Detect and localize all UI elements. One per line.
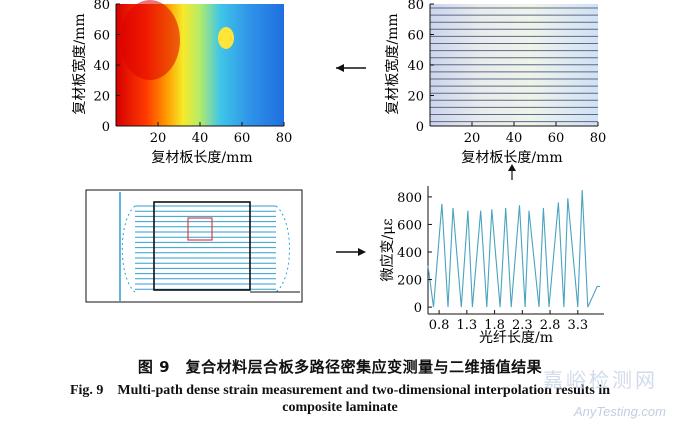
- y-tick-label: 0: [102, 120, 110, 135]
- y-tick-label: 0: [416, 120, 424, 135]
- strain-x-tick-label: 1.8: [484, 318, 505, 333]
- heatmap-y-ticks: 80 60 40 20 0: [93, 0, 120, 135]
- y-tick-label: 20: [93, 90, 110, 105]
- caption-english-line1: Fig. 9 Multi-path dense strain measureme…: [69, 383, 611, 398]
- strain-xlabel: 光纤长度/m: [479, 330, 553, 346]
- strain-x-tick-label: 2.8: [540, 318, 561, 333]
- heatmap-ylabel: 复材板宽度/mm: [71, 13, 88, 114]
- arrow-up: [508, 164, 516, 180]
- strain-x-tick-label: 2.3: [512, 318, 533, 333]
- y-tick-label: 80: [407, 0, 424, 13]
- heatmap-xlabel: 复材板长度/mm: [151, 149, 252, 166]
- lines-rows: [430, 7, 598, 123]
- caption-chinese: 图 9 复合材料层合板多路径密集应变测量与二维插值结果: [137, 358, 543, 376]
- x-tick-label: 60: [234, 131, 251, 146]
- strain-y-tick-label: 400: [397, 246, 422, 261]
- lines-panel: 20 40 60 80 80 60 40 20 0 复材板长度/mm 复材板宽度/mm: [384, 0, 606, 166]
- x-tick-label: 40: [506, 131, 523, 146]
- region-box: [187, 217, 213, 241]
- watermark-cn: 嘉峪检测网: [543, 370, 658, 392]
- arrow-left: [336, 64, 366, 72]
- fiber-schematic: [85, 189, 303, 303]
- x-tick-label: 80: [276, 131, 293, 146]
- x-tick-label: 20: [464, 131, 481, 146]
- heatmap-panel: 20 40 60 80 80 60 40 20 0 复材板长度/mm 复材板宽度/mm: [71, 0, 292, 166]
- strain-y-tick-label: 200: [397, 274, 422, 289]
- strain-y-tick-label: 800: [397, 191, 422, 206]
- caption-english-line2: composite laminate: [282, 400, 398, 415]
- strain-x-tick-label: 0.8: [429, 318, 450, 333]
- lines-x-ticks: 20 40 60 80: [464, 122, 607, 146]
- arrow-right: [336, 248, 366, 256]
- heatmap-x-ticks: 20 40 60 80: [150, 122, 293, 146]
- y-tick-label: 20: [407, 90, 424, 105]
- laminate-outline: [153, 201, 251, 291]
- x-tick-label: 40: [192, 131, 209, 146]
- strain-ylabel: 微应变/με: [379, 218, 396, 281]
- y-tick-label: 40: [93, 59, 110, 74]
- y-tick-label: 80: [93, 0, 110, 13]
- x-tick-label: 80: [590, 131, 607, 146]
- heatmap-hotspot: [218, 27, 234, 49]
- watermark-en: AnyTesting.com: [573, 404, 666, 419]
- strain-series-line: [427, 189, 600, 308]
- lines-ylabel: 复材板宽度/mm: [384, 13, 401, 114]
- strain-x-tick-label: 1.3: [456, 318, 477, 333]
- strain-x-ticks: 0.8 1.3 1.8 2.3 2.8 3.3: [429, 310, 588, 333]
- strain-y-ticks: 800 600 400 200 0: [397, 191, 432, 316]
- strain-y-tick-label: 600: [397, 218, 422, 233]
- plate-outline: [85, 189, 303, 303]
- fiber-paths: [121, 205, 290, 293]
- y-tick-label: 60: [407, 29, 424, 44]
- y-tick-label: 60: [93, 29, 110, 44]
- lines-xlabel: 复材板长度/mm: [461, 149, 562, 166]
- x-tick-label: 20: [150, 131, 167, 146]
- heatmap-red-region: [120, 0, 180, 80]
- strain-x-tick-label: 3.3: [567, 318, 588, 333]
- strain-y-tick-label: 0: [414, 301, 422, 316]
- x-tick-label: 60: [548, 131, 565, 146]
- lines-y-ticks: 80 60 40 20 0: [407, 0, 434, 135]
- fiber-turn-left: [121, 205, 136, 293]
- fiber-turn-right: [275, 205, 290, 293]
- y-tick-label: 40: [407, 59, 424, 74]
